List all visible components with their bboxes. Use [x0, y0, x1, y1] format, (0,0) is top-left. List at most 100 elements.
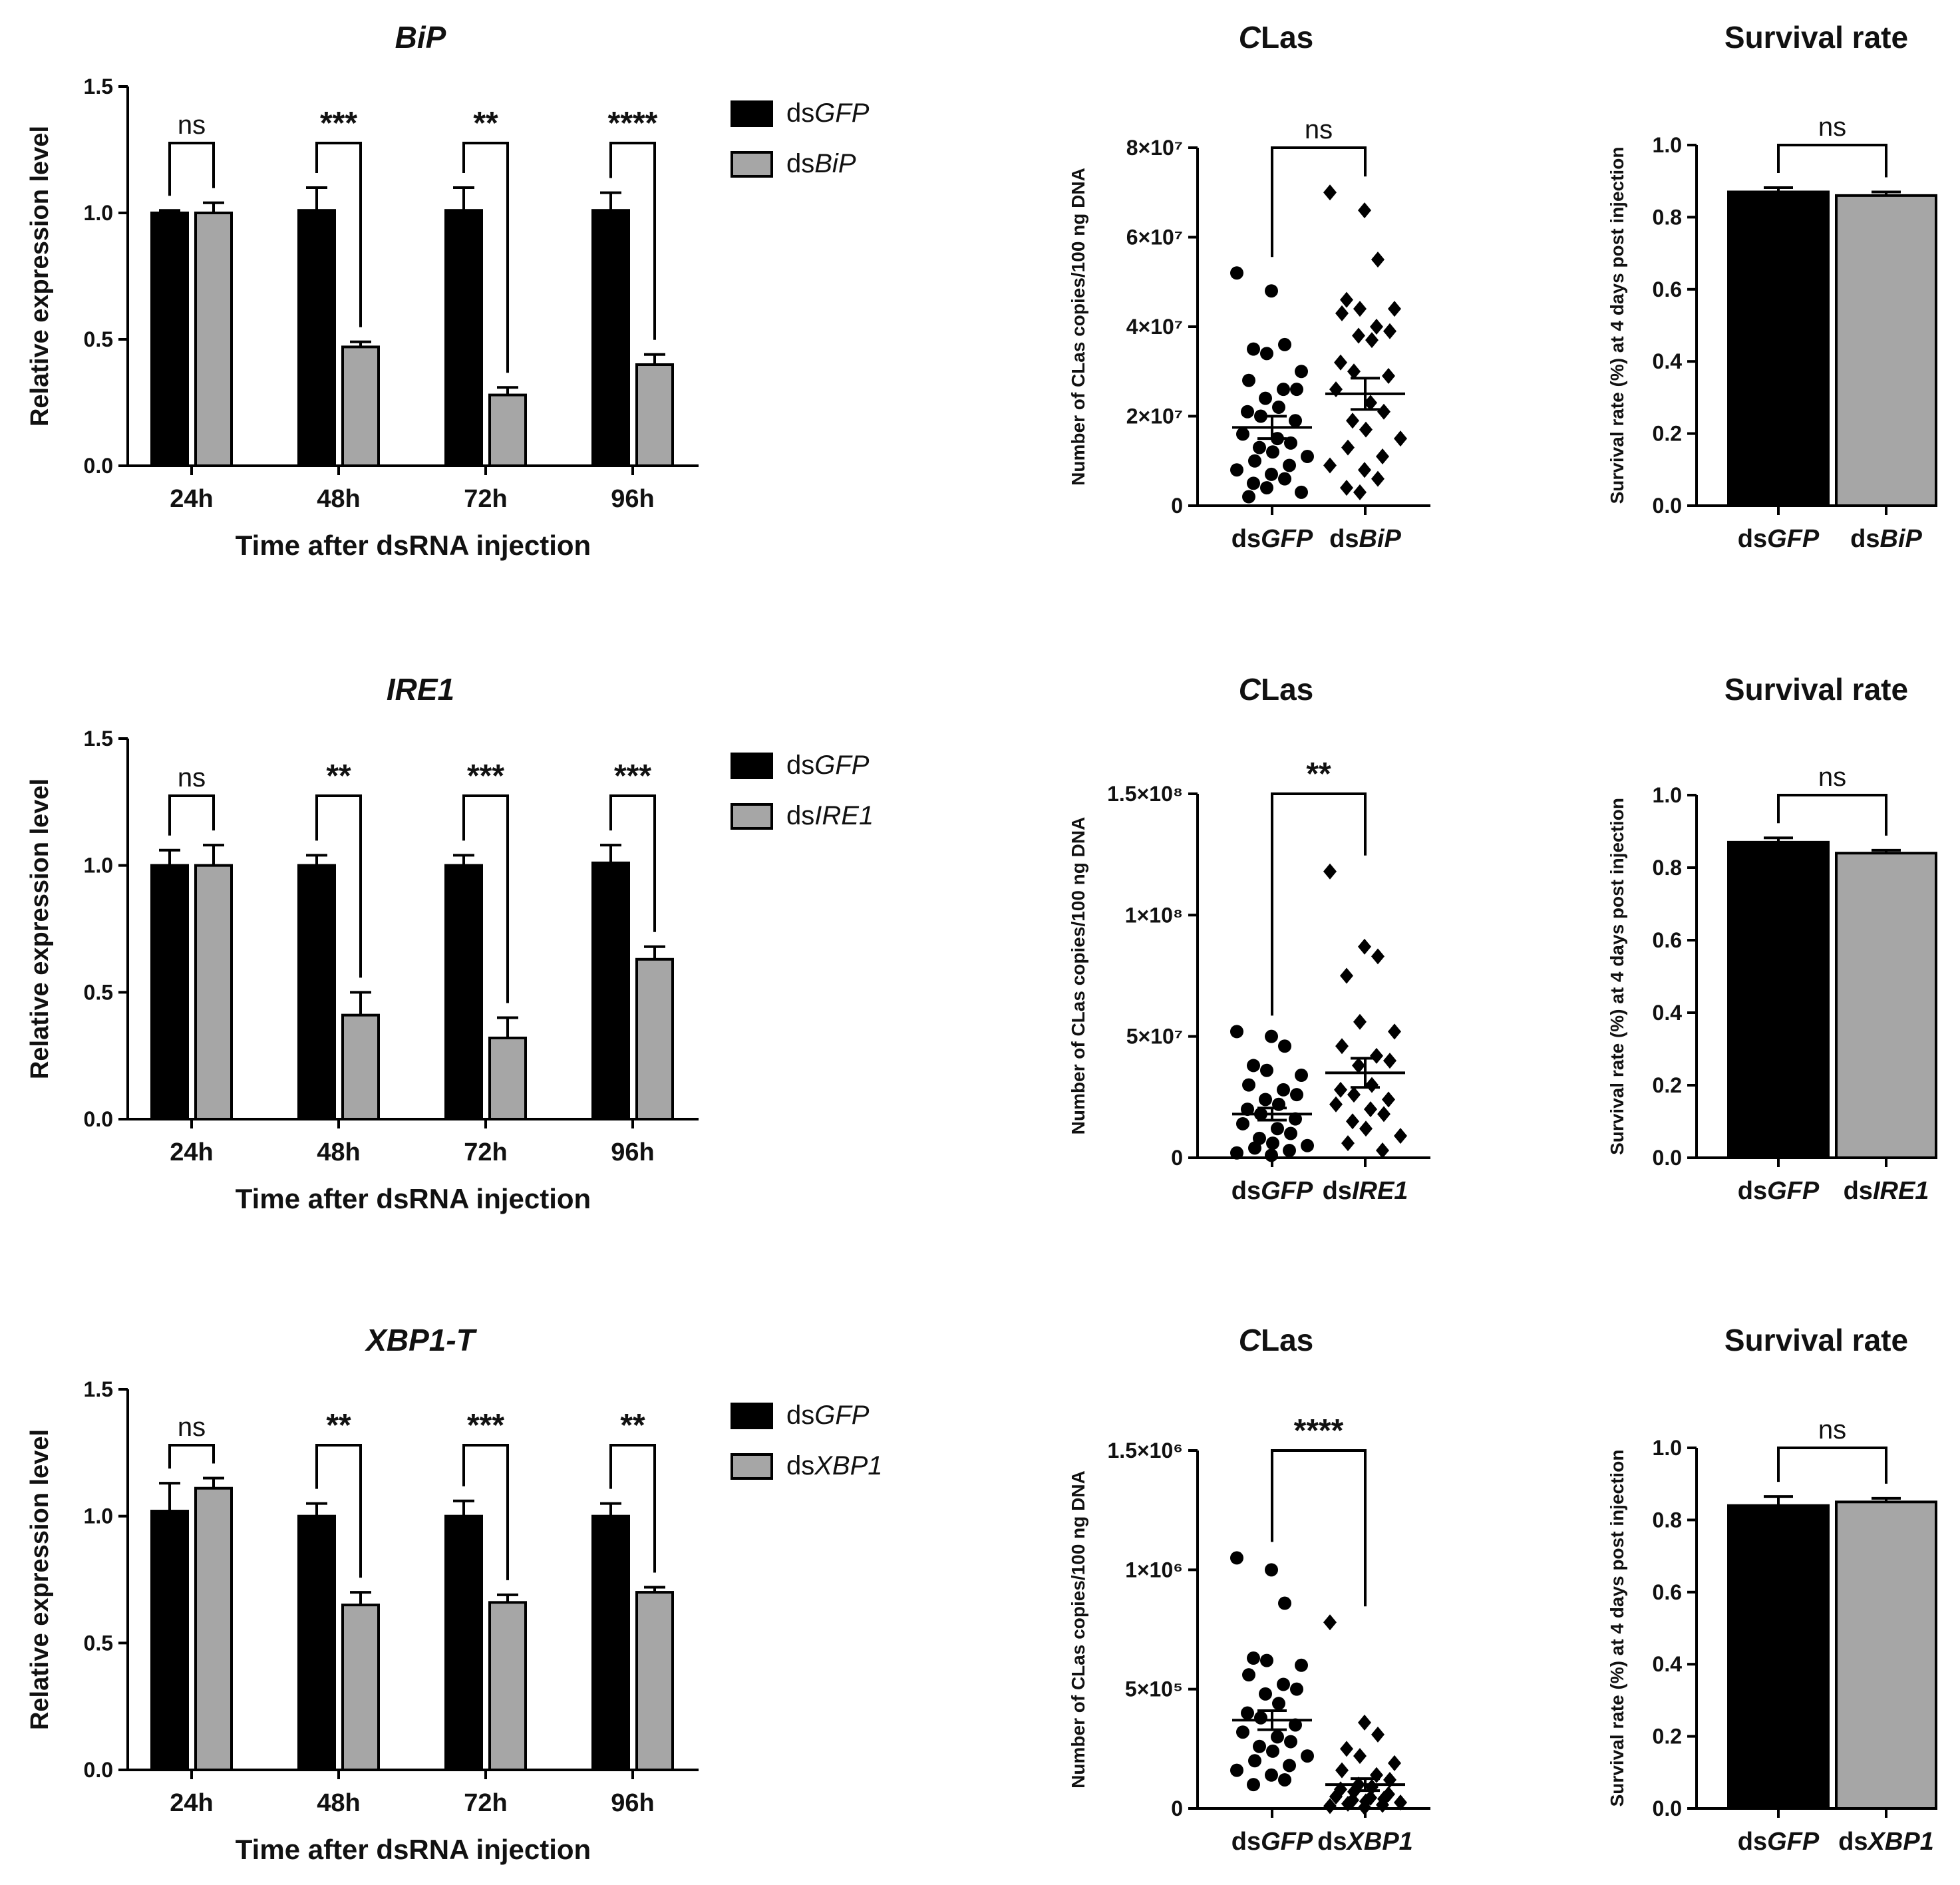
point-0: [1259, 1093, 1272, 1107]
label-italic-part: IRE1: [814, 801, 874, 830]
chart-title: Survival rate: [1724, 20, 1908, 55]
point-1: [1359, 421, 1373, 438]
point-1: [1358, 938, 1371, 955]
point-0: [1230, 463, 1243, 477]
point-1: [1370, 1047, 1383, 1064]
point-0: [1278, 1596, 1291, 1610]
xbp1-expression-chart: XBP1-T 0.0 0.5 1.0 1.5 Relative expression le…: [26, 1323, 883, 1865]
point-1: [1364, 395, 1377, 411]
label-plain-part: ds: [786, 149, 814, 178]
point-1: [1323, 1614, 1337, 1631]
point-1: [1370, 319, 1383, 335]
legend-label-1: dsIRE1: [786, 801, 874, 830]
x-tick-label: 48h: [317, 485, 360, 513]
sig-label: ****: [1294, 1413, 1344, 1449]
point-1: [1341, 1795, 1355, 1812]
bar-48h-series0: [297, 209, 336, 467]
y-tick-label: 0.2: [1653, 422, 1682, 446]
label-plain-part: ds: [1317, 1828, 1347, 1856]
point-0: [1242, 1078, 1255, 1092]
point-0: [1290, 1088, 1303, 1102]
y-tick-label: 0.0: [84, 1758, 113, 1782]
point-1: [1371, 252, 1385, 268]
point-1: [1347, 363, 1361, 380]
bar-group-0: [1727, 1504, 1830, 1810]
bar-24h-series1: [194, 212, 233, 467]
label-italic-part: GFP: [1767, 525, 1820, 553]
point-0: [1242, 490, 1255, 504]
bar-96h-series0: [591, 209, 630, 467]
point-0: [1295, 1658, 1308, 1672]
point-1: [1371, 1726, 1385, 1743]
x-axis-title: Time after dsRNA injection: [236, 1834, 591, 1865]
point-0: [1283, 458, 1296, 472]
point-0: [1241, 1706, 1254, 1720]
point-0: [1241, 1103, 1254, 1116]
y-tick-label: 0.2: [1653, 1725, 1682, 1749]
point-1: [1335, 1762, 1349, 1779]
sig-72h-bracket: [462, 794, 509, 1003]
point-0: [1284, 436, 1297, 450]
point-1: [1388, 1023, 1401, 1040]
x-tick-label: 72h: [464, 1138, 507, 1166]
chart-title: BiP: [395, 20, 446, 55]
point-1: [1394, 430, 1407, 447]
group-label-1: dsIRE1: [1323, 1177, 1408, 1205]
group-label-0: dsGFP: [1738, 1828, 1820, 1856]
point-1: [1347, 1087, 1361, 1103]
chart-title: XBP1-T: [364, 1323, 477, 1357]
point-1: [1371, 470, 1385, 487]
point-1: [1371, 948, 1385, 965]
bar-group-1: [1835, 1500, 1937, 1810]
y-tick-label: 1.5: [84, 1377, 113, 1401]
point-1: [1376, 1797, 1389, 1813]
point-1: [1358, 1799, 1371, 1816]
sig-72h-bracket: [462, 142, 509, 373]
sig-24h-bracket: [168, 794, 215, 836]
point-0: [1295, 485, 1308, 499]
point-1: [1323, 863, 1337, 880]
y-tick-label: 0: [1171, 494, 1183, 518]
x-axis-title: Time after dsRNA injection: [236, 1183, 591, 1214]
label-italic-part: XBP1: [814, 1451, 882, 1480]
y-axis-title: Number of CLas copies/100 ng DNA: [1068, 168, 1088, 486]
point-1: [1382, 367, 1395, 384]
label-plain-part: Las: [1261, 672, 1313, 707]
y-tick-label: 0.2: [1653, 1073, 1682, 1097]
bar-48h-series0: [297, 864, 336, 1120]
point-0: [1290, 1682, 1303, 1696]
legend-label-1: dsXBP1: [786, 1451, 883, 1480]
sig-96h-bracket: [609, 1444, 656, 1573]
point-1: [1376, 448, 1389, 465]
point-1: [1388, 301, 1401, 317]
y-tick-label: 0.5: [84, 327, 113, 351]
point-0: [1247, 342, 1260, 356]
bar-72h-series1: [488, 1601, 527, 1772]
point-0: [1247, 476, 1260, 490]
point-1: [1335, 305, 1349, 321]
legend-label-0: dsGFP: [786, 1401, 870, 1430]
point-0: [1271, 1730, 1284, 1744]
point-0: [1230, 1146, 1243, 1160]
point-1: [1377, 1106, 1390, 1122]
chart-title: CLas: [1239, 20, 1314, 55]
x-tick-label: 48h: [317, 1138, 360, 1166]
point-0: [1260, 1063, 1273, 1077]
y-axis-title: Survival rate (%) at 4 days post injecti…: [1607, 1450, 1627, 1807]
point-0: [1265, 284, 1278, 298]
chart-title: Survival rate: [1724, 1323, 1908, 1357]
y-tick-label: 0.0: [1653, 1797, 1682, 1820]
y-tick-label: 0.4: [1653, 1652, 1683, 1676]
point-0: [1247, 1651, 1260, 1665]
point-0: [1283, 1144, 1296, 1158]
point-0: [1295, 1069, 1308, 1083]
sig-bracket: [1777, 144, 1887, 178]
y-axis-title: Survival rate (%) at 4 days post injecti…: [1607, 147, 1627, 504]
y-axis-title: Number of CLas copies/100 ng DNA: [1068, 1470, 1088, 1789]
y-tick-label: 4×10⁷: [1126, 315, 1183, 339]
point-1: [1329, 1789, 1343, 1805]
label-italic-part: IRE1: [1873, 1177, 1929, 1205]
x-axis-title: Time after dsRNA injection: [236, 530, 591, 561]
y-tick-label: 0.6: [1653, 1580, 1682, 1604]
point-1: [1383, 323, 1396, 339]
